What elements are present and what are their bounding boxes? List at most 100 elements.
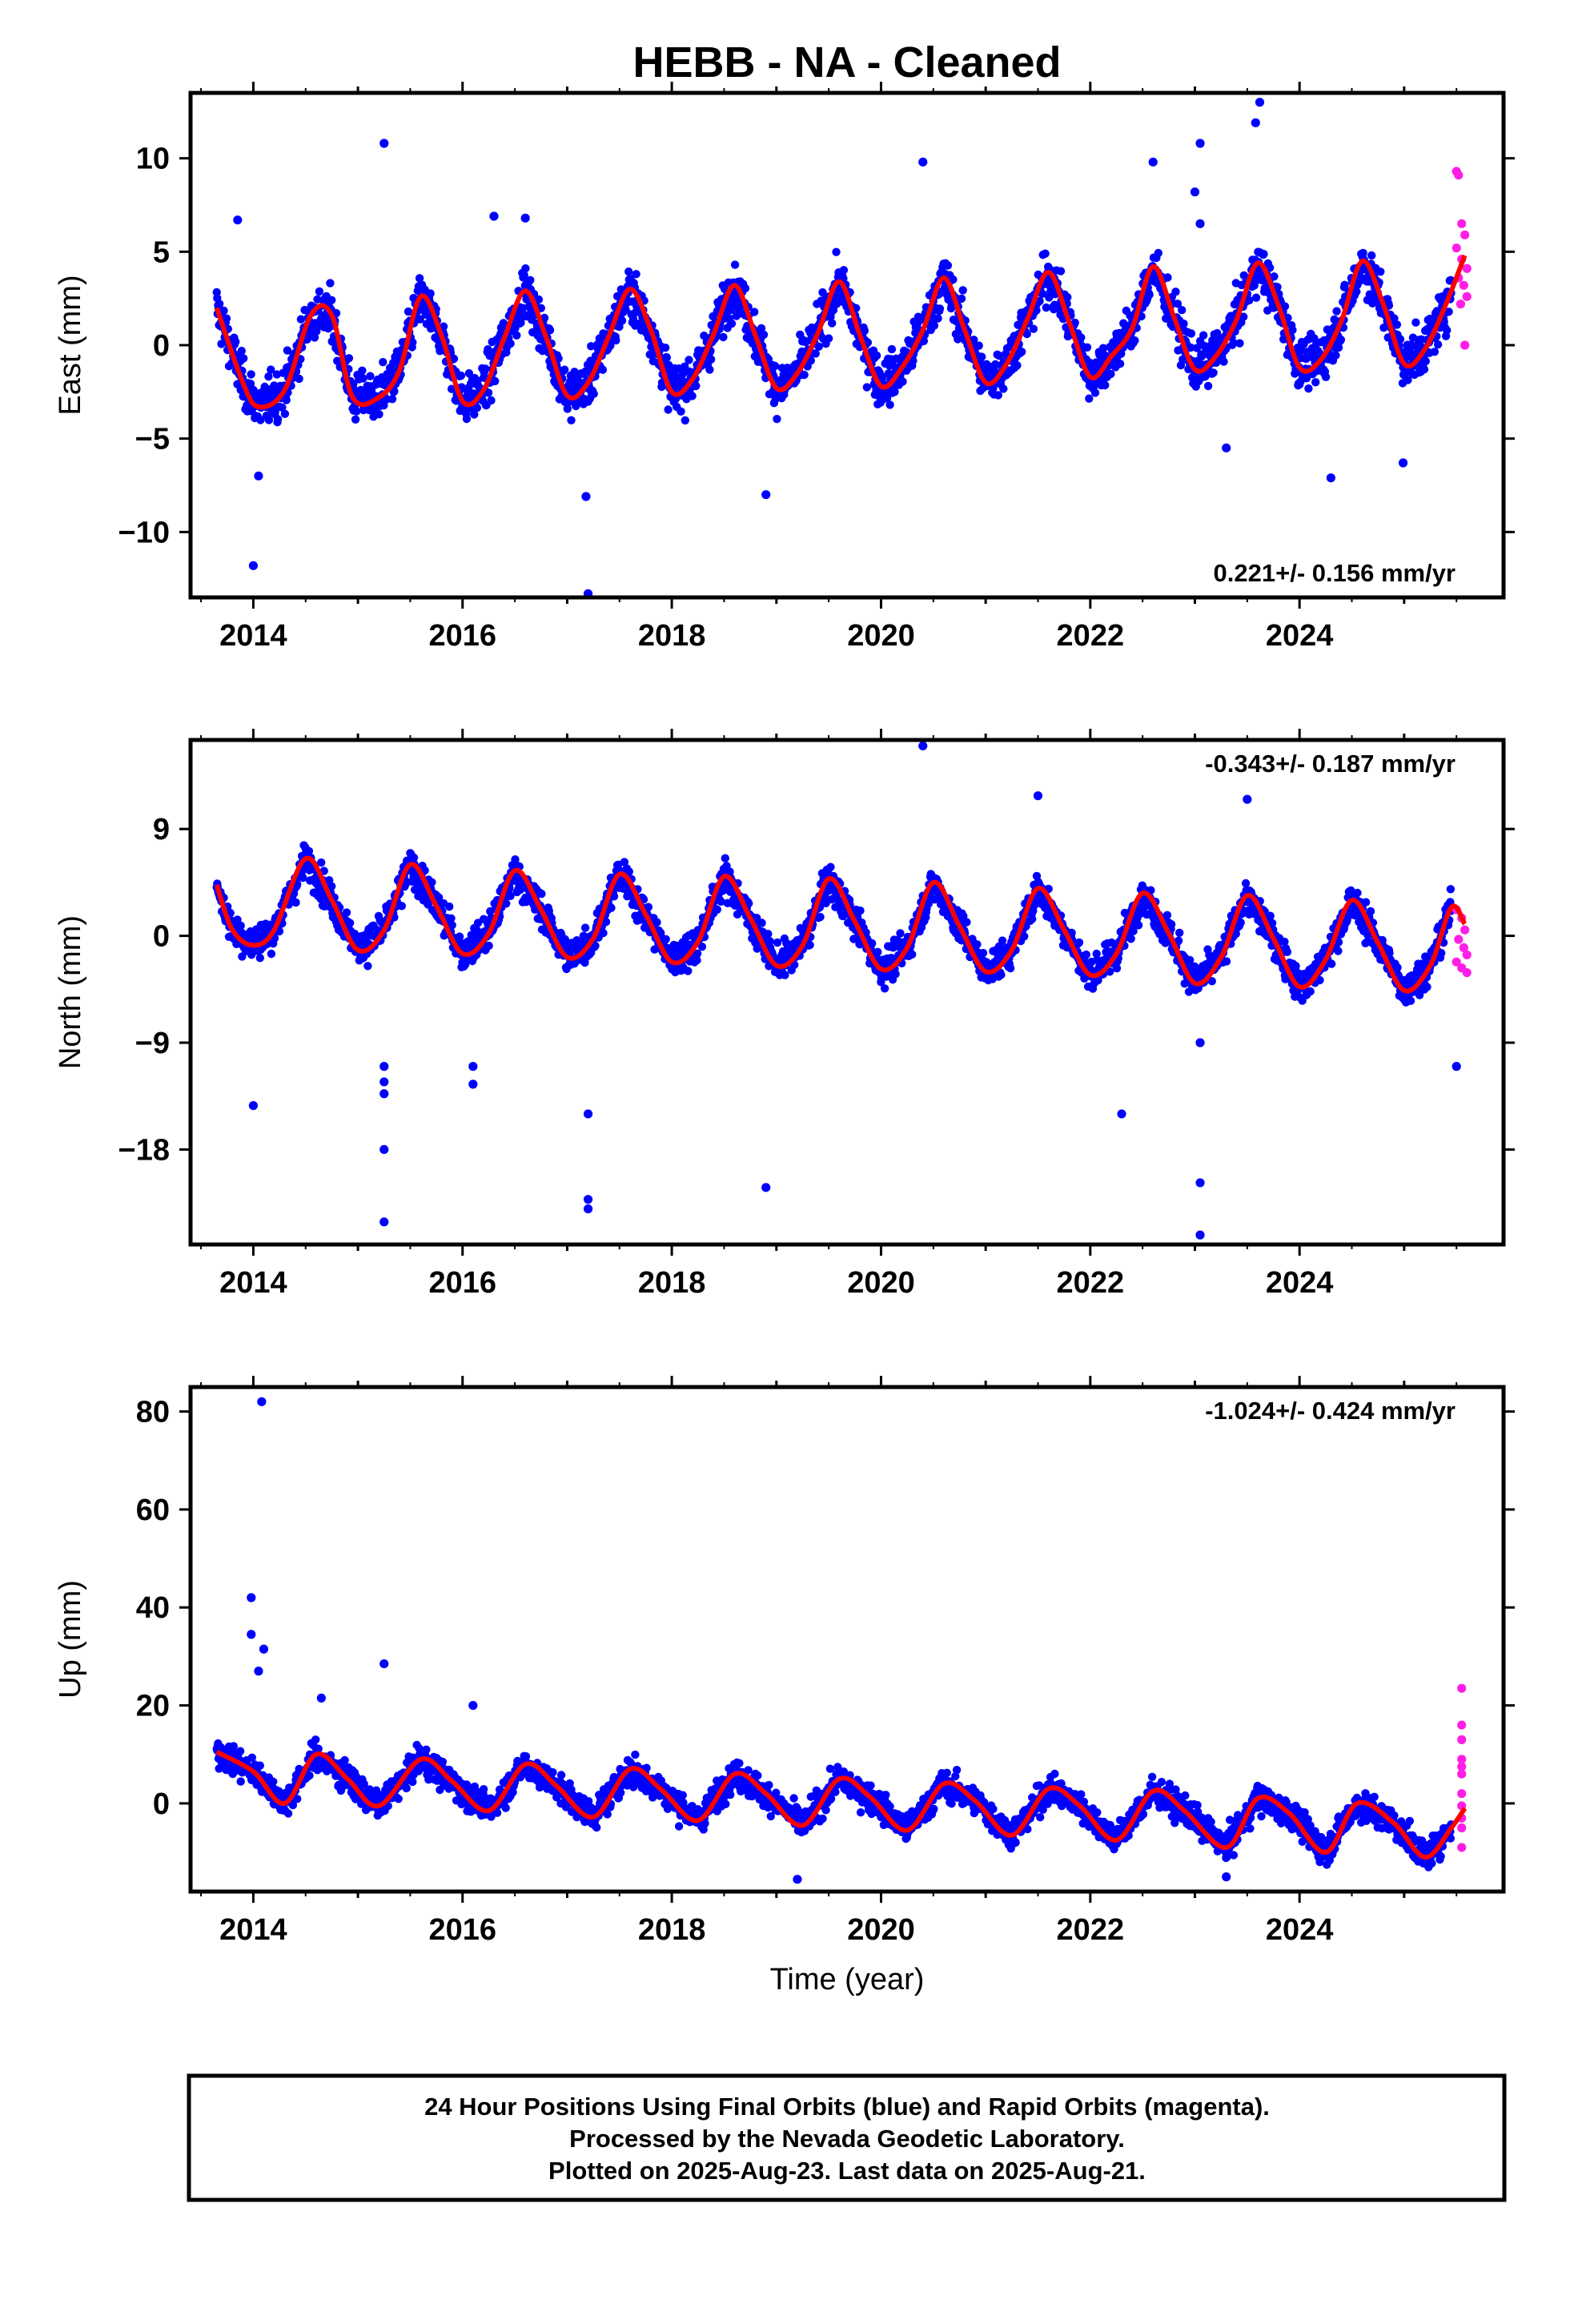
data-point xyxy=(1056,267,1066,275)
data-point xyxy=(1163,273,1172,282)
rapid-orbit-point xyxy=(1456,300,1466,309)
data-point xyxy=(1082,343,1092,352)
data-point xyxy=(1038,289,1047,298)
data-point xyxy=(601,918,611,927)
x-tick-label: 2020 xyxy=(847,619,915,653)
data-point xyxy=(919,336,929,345)
data-point xyxy=(617,316,627,325)
data-point xyxy=(958,286,967,295)
data-point xyxy=(255,954,264,963)
data-point xyxy=(587,342,596,351)
data-point xyxy=(644,903,653,911)
data-point xyxy=(1130,336,1139,345)
data-point xyxy=(326,279,335,287)
outlier-point xyxy=(1255,98,1265,107)
data-point xyxy=(560,365,569,374)
data-point xyxy=(1167,920,1176,929)
data-point xyxy=(219,306,228,316)
data-point xyxy=(725,867,734,876)
data-point xyxy=(612,292,622,301)
data-point xyxy=(1186,343,1195,352)
data-point xyxy=(554,354,563,363)
data-point xyxy=(344,354,354,363)
data-point xyxy=(727,319,737,328)
data-point xyxy=(1173,300,1182,308)
data-point xyxy=(873,947,882,957)
data-point xyxy=(1311,378,1320,387)
data-point xyxy=(448,921,456,930)
data-point xyxy=(270,381,279,390)
data-point xyxy=(267,365,275,374)
data-point xyxy=(327,882,336,891)
data-point xyxy=(1192,344,1202,352)
data-point xyxy=(1134,921,1143,930)
data-point xyxy=(624,867,633,876)
data-point xyxy=(1403,376,1412,384)
outlier-point xyxy=(761,490,771,500)
data-point xyxy=(1395,335,1405,344)
data-point xyxy=(773,415,781,424)
data-point xyxy=(481,364,490,373)
outlier-point xyxy=(1190,187,1200,197)
data-point xyxy=(612,336,620,345)
data-point xyxy=(757,919,766,927)
data-point xyxy=(1199,331,1208,340)
data-point xyxy=(999,384,1008,393)
data-point xyxy=(342,908,351,917)
outlier-point xyxy=(379,139,389,148)
y-axis-label: East (mm) xyxy=(54,275,87,415)
data-point xyxy=(1171,287,1180,296)
data-point xyxy=(652,918,661,927)
data-point xyxy=(351,415,360,424)
data-point xyxy=(291,898,300,907)
data-point xyxy=(439,322,448,331)
outlier-point xyxy=(1222,443,1231,452)
data-point xyxy=(390,387,399,396)
data-point xyxy=(545,326,555,335)
data-point xyxy=(908,950,917,959)
data-point xyxy=(537,889,546,899)
data-point xyxy=(352,407,361,416)
data-point xyxy=(449,354,459,364)
data-point xyxy=(264,416,274,424)
data-point xyxy=(628,315,638,324)
data-point xyxy=(363,962,372,971)
data-point xyxy=(890,388,899,396)
data-point xyxy=(1178,306,1186,315)
data-point xyxy=(949,275,958,284)
data-point xyxy=(1340,280,1349,289)
data-point xyxy=(741,283,750,293)
data-point xyxy=(705,365,714,374)
rapid-orbit-point xyxy=(1454,171,1464,180)
data-point xyxy=(1179,320,1188,328)
outlier-point xyxy=(581,492,591,501)
data-point xyxy=(1421,356,1431,366)
data-point xyxy=(358,366,367,375)
figure-title: HEBB - NA - Cleaned xyxy=(632,38,1061,86)
data-point xyxy=(664,405,673,414)
outlier-point xyxy=(233,215,243,225)
data-point xyxy=(1390,314,1399,323)
data-point xyxy=(685,356,693,364)
outlier-point xyxy=(918,157,928,167)
data-point xyxy=(256,416,265,424)
data-point xyxy=(520,271,528,279)
data-point xyxy=(839,266,849,275)
data-point xyxy=(563,404,572,413)
data-point xyxy=(721,854,729,862)
data-point xyxy=(624,267,633,276)
outlier-point xyxy=(1148,157,1158,167)
data-point xyxy=(974,341,983,350)
data-point xyxy=(1430,348,1439,356)
rapid-orbit-point xyxy=(1462,292,1472,301)
data-point xyxy=(526,275,535,284)
data-point xyxy=(661,935,670,944)
data-point xyxy=(1392,320,1402,329)
data-point xyxy=(860,326,869,336)
data-point xyxy=(282,396,291,404)
data-point xyxy=(607,903,616,912)
data-point xyxy=(1359,248,1367,258)
data-point xyxy=(706,355,716,364)
data-point xyxy=(800,370,809,380)
